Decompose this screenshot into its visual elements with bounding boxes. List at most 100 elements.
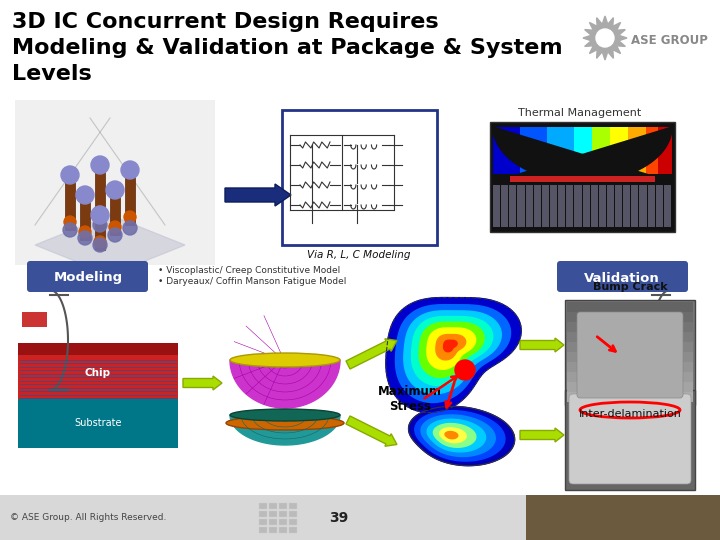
Bar — [502, 127, 503, 182]
Bar — [578, 127, 579, 182]
Polygon shape — [493, 127, 672, 182]
Bar — [269, 527, 277, 533]
Bar — [554, 127, 555, 182]
Bar — [279, 511, 287, 517]
Bar — [574, 127, 575, 182]
Bar — [497, 127, 498, 182]
Bar — [543, 127, 544, 182]
Ellipse shape — [226, 416, 344, 430]
Bar — [639, 185, 647, 226]
Bar — [587, 127, 588, 182]
Bar — [665, 127, 666, 182]
Text: • Daryeaux/ Coffin Manson Fatigue Model: • Daryeaux/ Coffin Manson Fatigue Model — [158, 277, 346, 286]
Bar — [289, 519, 297, 525]
Bar — [557, 127, 558, 182]
Bar — [576, 127, 577, 182]
Bar — [631, 127, 632, 182]
Bar — [279, 503, 287, 509]
Circle shape — [76, 186, 94, 204]
Bar — [648, 127, 649, 182]
Bar — [546, 127, 547, 182]
Bar — [637, 127, 638, 182]
Bar — [534, 127, 535, 182]
Circle shape — [121, 161, 139, 179]
Bar — [614, 127, 615, 182]
Bar — [524, 127, 525, 182]
Bar — [522, 127, 523, 182]
Bar — [565, 300, 695, 405]
Polygon shape — [404, 311, 501, 394]
Circle shape — [94, 206, 106, 218]
Bar — [279, 527, 287, 533]
Bar — [519, 127, 520, 182]
Bar — [644, 127, 645, 182]
Bar — [95, 165, 105, 220]
Polygon shape — [445, 431, 458, 438]
Bar — [616, 127, 617, 182]
Bar — [600, 127, 601, 182]
FancyArrow shape — [520, 428, 564, 442]
Bar — [566, 185, 573, 226]
Bar — [588, 127, 589, 182]
Circle shape — [94, 236, 106, 248]
Bar — [607, 127, 608, 182]
Bar — [510, 127, 511, 182]
Bar — [560, 127, 561, 182]
Bar — [541, 127, 542, 182]
Bar — [537, 127, 538, 182]
Text: © ASE Group. All Rights Reserved.: © ASE Group. All Rights Reserved. — [10, 514, 166, 523]
Polygon shape — [436, 335, 466, 360]
Circle shape — [596, 29, 614, 47]
Bar — [585, 127, 586, 182]
Bar — [549, 127, 550, 182]
Bar — [651, 127, 652, 182]
Bar — [508, 127, 509, 182]
Bar — [615, 127, 616, 182]
Bar — [18, 353, 178, 399]
Bar — [635, 127, 636, 182]
Text: Substrate: Substrate — [74, 418, 122, 428]
Bar — [662, 127, 663, 182]
Bar — [525, 127, 526, 182]
Bar — [523, 127, 524, 182]
Bar — [526, 495, 720, 540]
Text: Chip: Chip — [85, 368, 111, 378]
Bar — [569, 127, 570, 182]
Bar — [289, 503, 297, 509]
Bar — [565, 390, 695, 490]
Bar — [511, 127, 512, 182]
Bar — [550, 127, 551, 182]
Bar — [581, 127, 582, 182]
Circle shape — [93, 218, 107, 232]
Bar — [595, 127, 596, 182]
Bar — [567, 312, 693, 322]
Polygon shape — [230, 415, 340, 445]
Polygon shape — [35, 215, 185, 275]
Bar — [496, 127, 497, 182]
Bar — [668, 127, 669, 182]
Polygon shape — [427, 328, 476, 369]
Bar — [259, 519, 267, 525]
Bar — [532, 127, 533, 182]
Bar — [613, 127, 614, 182]
Text: 39: 39 — [329, 511, 348, 525]
Circle shape — [64, 216, 76, 228]
Bar — [607, 185, 614, 226]
Bar — [627, 127, 628, 182]
Bar — [506, 127, 507, 182]
Bar — [558, 127, 559, 182]
Text: Via R, L, C Modeling: Via R, L, C Modeling — [307, 250, 410, 260]
Polygon shape — [440, 428, 466, 443]
Bar — [643, 127, 644, 182]
Bar — [564, 127, 565, 182]
Bar — [504, 127, 505, 182]
Bar — [520, 127, 521, 182]
Bar — [621, 127, 622, 182]
Bar — [495, 127, 496, 182]
Bar — [653, 127, 654, 182]
Bar — [556, 127, 557, 182]
Bar — [515, 127, 516, 182]
Bar — [567, 372, 693, 382]
Bar — [561, 127, 562, 182]
Bar — [604, 127, 605, 182]
